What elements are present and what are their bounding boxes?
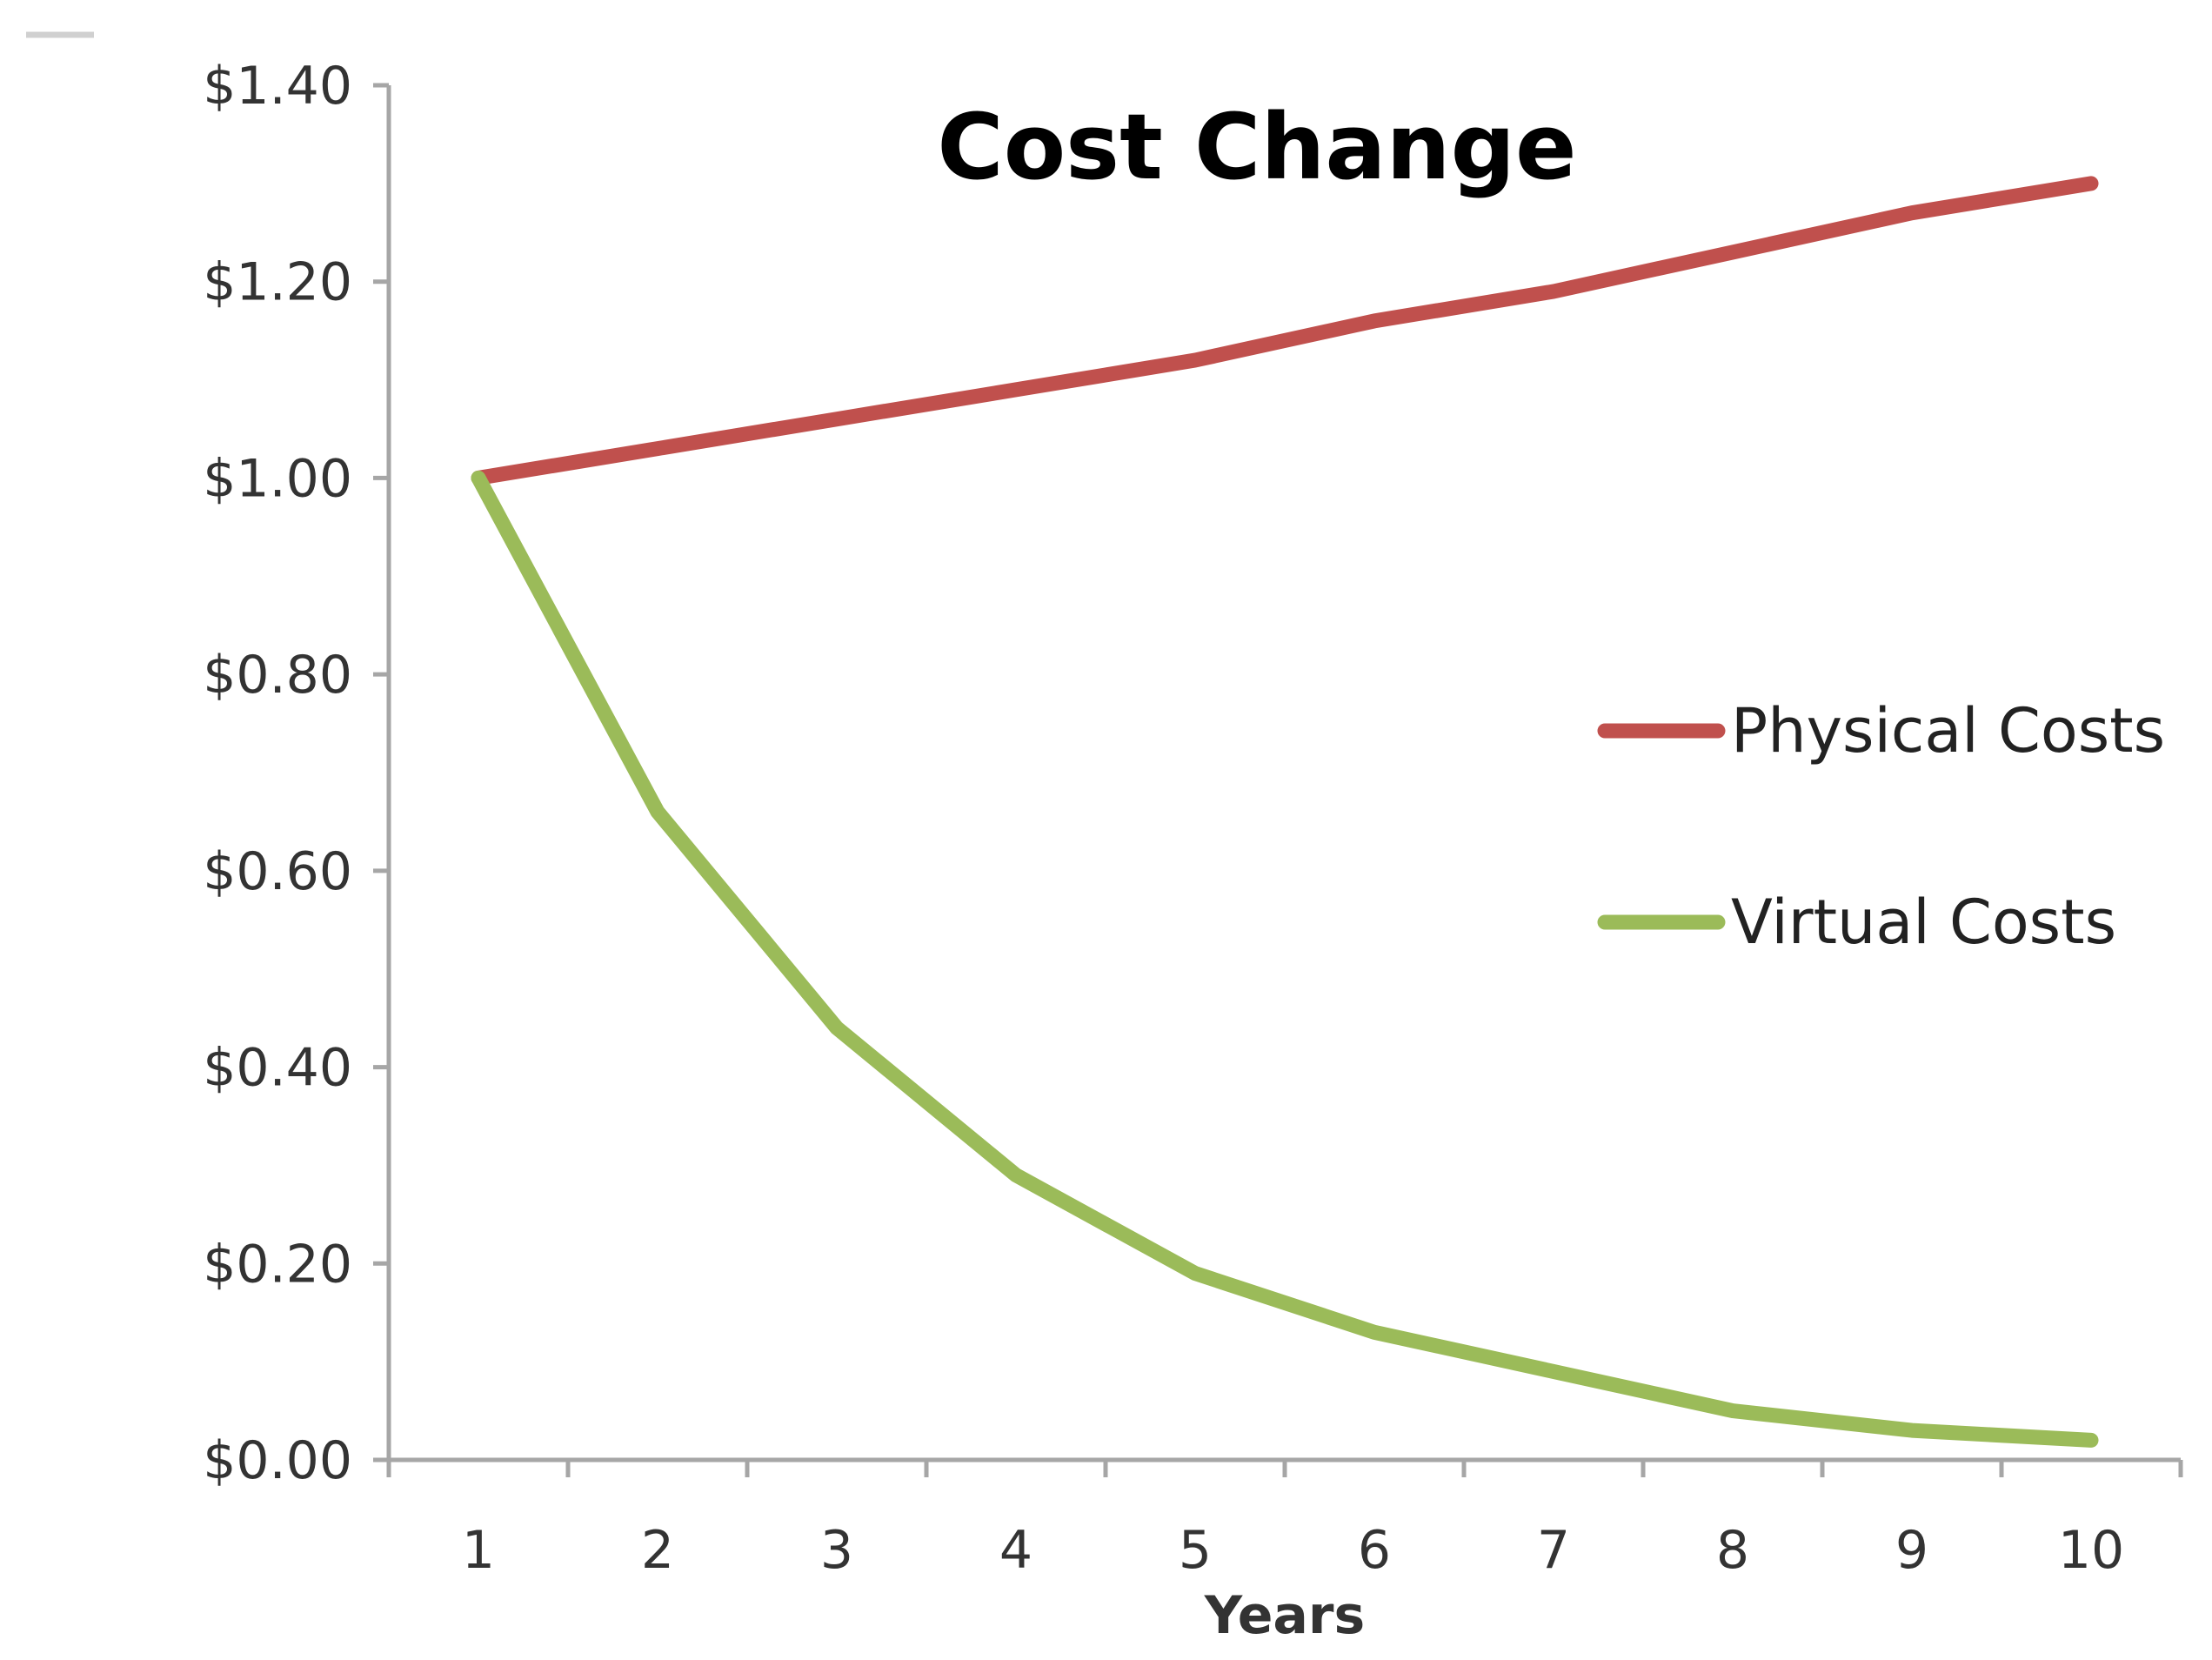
y-tick-label: $1.20 xyxy=(203,252,352,313)
series-lines xyxy=(471,176,2099,1448)
legend-label-physical-costs: Physical Costs xyxy=(1731,695,2165,766)
y-tick-label: $1.00 xyxy=(203,448,352,509)
y-tick-label: $0.60 xyxy=(203,841,352,902)
legend-label-virtual-costs: Virtual Costs xyxy=(1731,887,2116,958)
x-tick-label: 10 xyxy=(2058,1520,2124,1581)
y-tick-label: $0.80 xyxy=(203,645,352,706)
chart-title: Cost Change xyxy=(937,94,1576,200)
y-tick-label: $0.40 xyxy=(203,1038,352,1099)
x-tick-label: 5 xyxy=(1179,1520,1212,1581)
x-tick-label: 7 xyxy=(1537,1520,1570,1581)
axes xyxy=(386,85,2181,1463)
y-axis-ticks: $0.00 $0.20 $0.40 $0.60 $0.80 $1.00 $1.20 $1.40 xyxy=(203,56,389,1491)
x-axis-title: Years xyxy=(1204,1585,1365,1646)
x-tick-label: 3 xyxy=(820,1520,853,1581)
y-tick-label: $1.40 xyxy=(203,56,352,117)
y-tick-label: $0.00 xyxy=(203,1430,352,1491)
x-tick-label: 6 xyxy=(1358,1520,1391,1581)
series-line-virtual-costs xyxy=(471,470,2099,1448)
x-axis-ticks: 1 2 3 4 5 6 7 8 9 10 xyxy=(386,1460,2183,1581)
series-line-physical-costs xyxy=(471,176,2099,485)
x-tick-label: 1 xyxy=(462,1520,495,1581)
x-tick-label: 9 xyxy=(1895,1520,1928,1581)
legend: Physical Costs Virtual Costs xyxy=(1597,695,2165,958)
y-tick-label: $0.20 xyxy=(203,1234,352,1295)
x-tick-label: 4 xyxy=(999,1520,1032,1581)
x-tick-label: 8 xyxy=(1716,1520,1749,1581)
x-tick-label: 2 xyxy=(641,1520,674,1581)
